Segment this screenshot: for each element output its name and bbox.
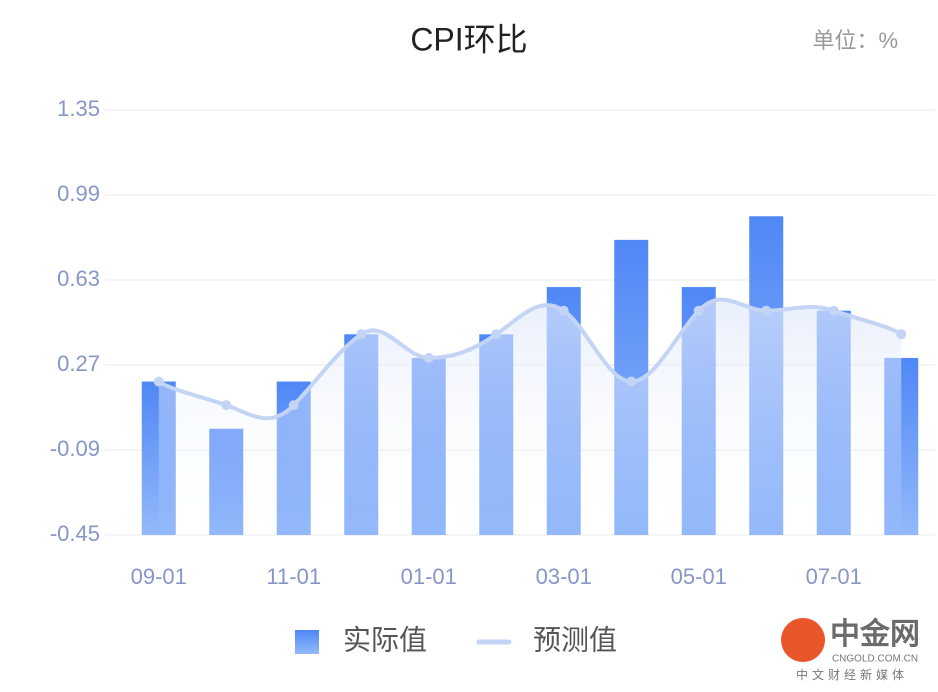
line-point <box>896 329 907 340</box>
y-tick-label: -0.09 <box>50 436 100 461</box>
watermark: 中金网 CNGOLD.COM.CN 中文财经新媒体 <box>781 617 920 682</box>
line-point <box>356 329 367 340</box>
watermark-logo <box>781 618 825 662</box>
legend-label: 预测值 <box>533 624 617 655</box>
line-point <box>558 305 569 316</box>
y-tick-label: -0.45 <box>50 521 100 546</box>
line-point <box>153 376 164 387</box>
line-point <box>491 329 502 340</box>
line-point <box>693 305 704 316</box>
y-tick-label: 1.35 <box>57 96 100 121</box>
y-tick-label: 0.63 <box>57 266 100 291</box>
x-tick-label: 01-01 <box>401 564 457 589</box>
watermark-site: CNGOLD.COM.CN <box>832 654 918 665</box>
line-area <box>158 299 902 535</box>
legend-label: 实际值 <box>343 624 427 655</box>
line-point <box>761 305 772 316</box>
legend-swatch <box>295 630 319 654</box>
line-point <box>221 400 232 411</box>
line-point <box>626 376 637 387</box>
x-tick-label: 03-01 <box>536 564 592 589</box>
x-tick-label: 11-01 <box>266 564 321 589</box>
line-point <box>828 305 839 316</box>
x-tick-label: 05-01 <box>671 564 727 589</box>
chart-title: CPI环比 <box>410 21 527 57</box>
line-point <box>423 352 434 363</box>
x-tick-label: 09-01 <box>131 564 187 589</box>
y-tick-label: 0.99 <box>57 181 100 206</box>
line-point <box>288 400 299 411</box>
watermark-name: 中金网 <box>830 617 920 651</box>
watermark-slogan: 中文财经新媒体 <box>796 667 908 682</box>
y-tick-label: 0.27 <box>57 351 100 376</box>
x-tick-label: 07-01 <box>806 564 862 589</box>
unit-label: 单位：% <box>812 28 898 53</box>
